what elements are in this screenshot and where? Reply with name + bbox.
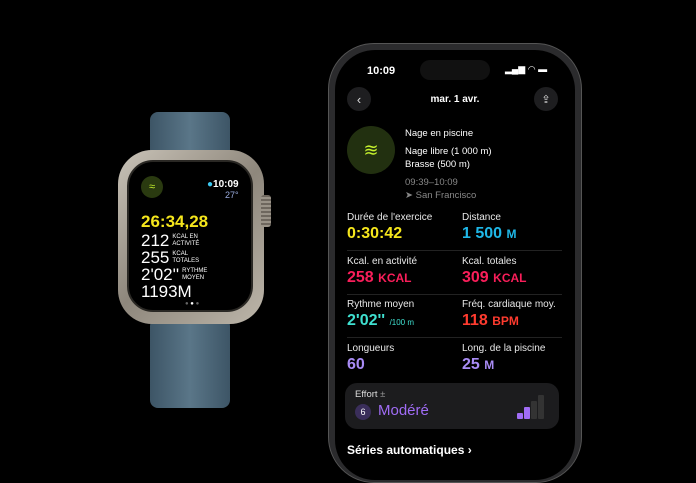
effort-score: 6	[355, 404, 371, 420]
divider	[347, 293, 562, 295]
page-title: mar. 1 avr.	[430, 94, 480, 105]
watch-screen: ≈ ●10:09 27° 26:34,28 212 KCAL EN ACTIVITÉ…	[127, 160, 253, 312]
dynamic-island	[420, 60, 490, 80]
watch-distance: 1193M	[141, 282, 192, 301]
metric-label: Long. de la piscine	[462, 342, 546, 354]
time-range: 09:39–10:09	[405, 177, 458, 188]
metric-0: Durée de l'exercice 0:30:42	[347, 212, 457, 243]
metric-3: Kcal. totales 309 KCAL	[462, 256, 572, 287]
phone-screen: 10:09 ▂▄▆ ◠ ▬ ‹ mar. 1 avr. ⇪ ≋ Nage en …	[335, 50, 575, 480]
divider	[347, 337, 562, 338]
metric-1: Distance 1 500 M	[462, 212, 572, 243]
effort-bar	[538, 395, 544, 419]
effort-card[interactable]: Effort ± 6 Modéré	[345, 383, 559, 429]
watch-band-bottom	[150, 318, 230, 408]
share-icon: ⇪	[541, 93, 551, 106]
metric-label: Distance	[462, 212, 501, 223]
watch-active-kcal: 212 KCAL EN ACTIVITÉ	[141, 231, 199, 251]
metric-value: 118 BPM	[462, 312, 519, 329]
effort-bars-icon	[517, 395, 547, 419]
back-button[interactable]: ‹	[347, 87, 371, 111]
active-kcal-label: KCAL EN ACTIVITÉ	[172, 234, 200, 247]
metric-label: Kcal. totales	[462, 255, 517, 267]
pace-value: 2'02''	[141, 265, 180, 284]
metric-label: Rythme moyen	[347, 299, 415, 310]
stroke-1: Nage libre (1 000 m)	[405, 146, 492, 157]
status-icons: ▂▄▆ ◠ ▬	[505, 64, 548, 74]
chevron-left-icon: ‹	[356, 91, 362, 107]
metric-value: 258 KCAL	[347, 268, 412, 286]
effort-bar	[524, 407, 530, 419]
stroke-2: Brasse (500 m)	[405, 159, 470, 170]
watch-pace: 2'02'' RYTHME MOYEN	[141, 265, 207, 285]
plus-minus-icon[interactable]: ±	[380, 389, 386, 400]
status-time: 10:09	[367, 65, 396, 77]
effort-bar	[517, 413, 523, 419]
workout-type: Nage en piscine	[405, 128, 474, 139]
total-kcal-label: KCAL TOTALES	[172, 251, 200, 264]
effort-bar	[531, 401, 537, 419]
metric-label: Fréq. cardiaque moy.	[462, 299, 556, 310]
watch-crown[interactable]	[261, 195, 271, 227]
metric-5: Fréq. cardiaque moy. 118 BPM	[462, 299, 572, 330]
metric-2: Kcal. en activité 258 KCAL	[347, 256, 457, 287]
metric-value: 0:30:42	[347, 225, 403, 242]
active-kcal-value: 212	[141, 231, 170, 250]
metric-value: 1 500 M	[462, 225, 517, 242]
total-kcal-value: 255	[141, 248, 170, 267]
divider	[347, 250, 562, 251]
metric-6: Longueurs 60	[347, 343, 457, 374]
watch-total-kcal: 255 KCAL TOTALES	[141, 248, 199, 268]
metric-value: 2'02'' /100 m	[347, 312, 415, 329]
page-dots: ● ● ●	[185, 301, 200, 307]
metric-7: Long. de la piscine 25 M	[462, 343, 572, 374]
location: ➤ San Francisco	[405, 190, 477, 201]
metric-label: Durée de l'exercice	[347, 212, 433, 223]
metric-value: 309 KCAL	[462, 268, 527, 286]
watch-elapsed: 26:34,28	[141, 212, 209, 231]
swimmer-icon: ≈	[141, 176, 163, 198]
workout-icon: ≋	[347, 126, 395, 174]
pace-label: RYTHME MOYEN	[182, 268, 208, 281]
metric-label: Kcal. en activité	[347, 255, 418, 267]
effort-label: Effort	[355, 389, 378, 400]
watch-time-text: 10:09	[213, 179, 239, 190]
metric-value: 60	[347, 355, 365, 373]
auto-sets-link[interactable]: Séries automatiques ›	[347, 443, 472, 457]
share-button[interactable]: ⇪	[534, 87, 558, 111]
metric-label: Longueurs	[347, 342, 395, 354]
metric-4: Rythme moyen 2'02'' /100 m	[347, 299, 457, 330]
workout-details: Nage en piscine Nage libre (1 000 m) Bra…	[405, 127, 492, 202]
water-drop-icon: ●	[207, 179, 214, 190]
effort-level: Modéré	[378, 402, 429, 419]
location-arrow-icon: ➤	[405, 190, 413, 201]
watch-temperature: 27°	[225, 190, 239, 200]
metric-value: 25 M	[462, 355, 495, 373]
watch-time: ●10:09	[207, 179, 239, 190]
